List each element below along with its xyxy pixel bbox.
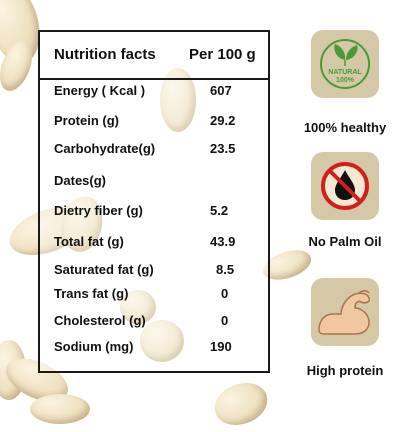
peanut-image bbox=[208, 375, 274, 432]
row-label: Sodium (mg) bbox=[54, 339, 134, 354]
row-label: Carbohydrate(g) bbox=[54, 141, 156, 156]
badge-label-healthy: 100% healthy bbox=[303, 120, 387, 135]
natural-leaf-icon: NATURAL 100% bbox=[320, 39, 370, 89]
row-label: Dates(g) bbox=[54, 173, 107, 188]
natural-badge: NATURAL 100% bbox=[311, 30, 379, 98]
table-header: Nutrition facts Per 100 g bbox=[40, 32, 268, 80]
row-label: Saturated fat (g) bbox=[54, 262, 154, 277]
row-value: 23.5 bbox=[210, 141, 236, 156]
row-value: 190 bbox=[210, 339, 232, 354]
flexed-arm-icon bbox=[318, 290, 371, 335]
high-protein-badge bbox=[311, 278, 379, 346]
badge-label-no-palm-oil: No Palm Oil bbox=[308, 234, 382, 249]
row-value: 607 bbox=[210, 83, 232, 98]
row-label: Energy ( Kcal ) bbox=[54, 83, 146, 98]
row-label: Protein (g) bbox=[54, 113, 119, 128]
row-value: 0 bbox=[221, 286, 229, 301]
natural-percent-text: 100% bbox=[336, 77, 355, 84]
peanut-image bbox=[30, 394, 90, 424]
header-serving: Per 100 g bbox=[189, 46, 256, 63]
row-label: Total fat (g) bbox=[54, 234, 124, 249]
header-title: Nutrition facts bbox=[54, 46, 156, 63]
nutrition-facts-table: Nutrition facts Per 100 g Energy ( Kcal … bbox=[38, 30, 270, 373]
row-value: 29.2 bbox=[210, 113, 236, 128]
row-value: 43.9 bbox=[210, 234, 236, 249]
peanut-image bbox=[120, 290, 156, 324]
row-value: 0 bbox=[221, 313, 229, 328]
no-palm-oil-badge bbox=[311, 152, 379, 220]
row-label: Dietry fiber (g) bbox=[54, 203, 143, 218]
no-palm-oil-icon bbox=[321, 162, 369, 210]
row-value: 8.5 bbox=[216, 262, 235, 277]
natural-text: NATURAL bbox=[328, 69, 362, 76]
row-label: Trans fat (g) bbox=[54, 286, 129, 301]
peanut-image bbox=[140, 320, 184, 362]
row-value: 5.2 bbox=[210, 203, 229, 218]
badge-label-high-protein: High protein bbox=[306, 363, 384, 378]
row-label: Cholesterol (g) bbox=[54, 313, 146, 328]
